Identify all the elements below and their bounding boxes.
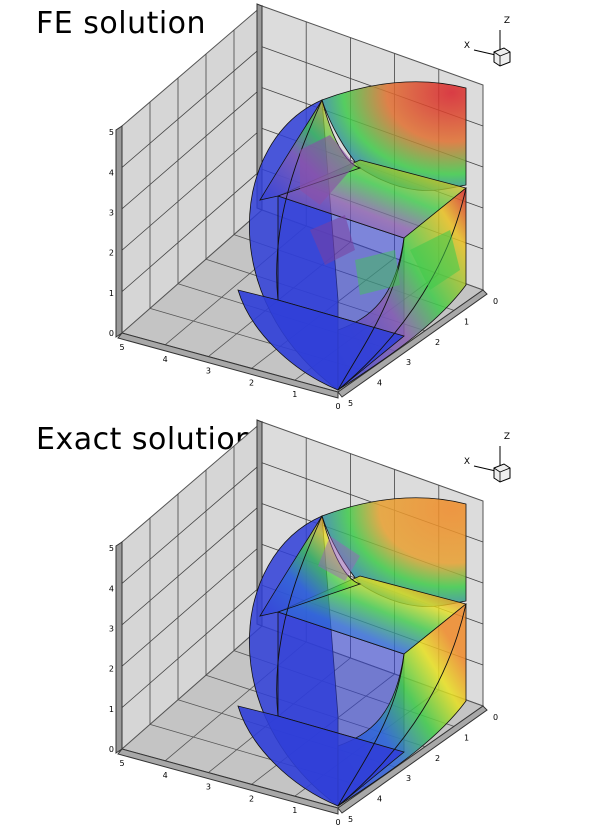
grid-line [121, 503, 263, 626]
meridian-arc [276, 99, 323, 301]
tick-label: 0 [335, 818, 340, 827]
triad-label: Z [504, 432, 510, 442]
tick-label: 3 [109, 209, 114, 218]
box-edge [115, 541, 123, 754]
tick-label: 1 [292, 390, 297, 399]
triad-cube-edge [499, 51, 511, 57]
tick-label: 5 [348, 815, 353, 824]
tick-label: 5 [109, 544, 114, 553]
box-edge [337, 705, 488, 814]
sphere-lower-face [237, 705, 405, 807]
tick-label: 0 [493, 297, 498, 306]
tick-label: 3 [406, 774, 411, 783]
tick-label: 3 [109, 625, 114, 634]
tick-label: 5 [109, 128, 114, 137]
grid-line [121, 128, 263, 251]
meridian-arc [337, 187, 467, 391]
meridian-arc [337, 603, 467, 807]
meridian-arc [276, 515, 323, 717]
tick-label: 4 [163, 355, 168, 364]
tick-label: 0 [109, 745, 114, 754]
tick-label: 4 [377, 795, 382, 804]
grid-line [121, 544, 263, 667]
triad-label: X [464, 41, 470, 51]
box-edge [117, 748, 339, 815]
solution-surface [237, 497, 467, 807]
grid-line [121, 46, 263, 168]
tick-label: 2 [249, 794, 254, 803]
tick-label: 1 [109, 705, 114, 714]
tick-label: 2 [109, 249, 114, 258]
tick-label: 1 [464, 317, 469, 326]
tick-label: 5 [348, 399, 353, 408]
meridian-arc [337, 653, 405, 807]
fe-patch [355, 250, 400, 295]
panel-title: Exact solution [36, 422, 255, 457]
tick-label: 1 [292, 806, 297, 815]
tick-label: 5 [119, 759, 124, 768]
fe-solution-panel: FE solution 5 4 [36, 3, 511, 411]
triad-label: X [464, 457, 470, 467]
solution-surface [237, 81, 467, 391]
orientation-triad: ZX [464, 16, 511, 67]
tick-label: 4 [109, 584, 114, 593]
tick-label: 4 [377, 379, 382, 388]
tick-label: 2 [109, 665, 114, 674]
box-edge [117, 332, 339, 399]
fe-patch [300, 135, 355, 205]
tick-label: 2 [435, 338, 440, 347]
sphere-lower-face [237, 289, 405, 391]
box-edge [115, 125, 123, 338]
exact-patch [318, 536, 360, 581]
tick-label: 1 [109, 289, 114, 298]
tick-label: 3 [206, 367, 211, 376]
grid-line [121, 168, 263, 292]
tick-label: 4 [163, 771, 168, 780]
fe-patch [410, 230, 460, 290]
tick-label: 5 [119, 343, 124, 352]
tick-label: 2 [435, 754, 440, 763]
triad-cube-edge [493, 467, 501, 473]
fe-patch [310, 215, 355, 265]
triad-cube [493, 463, 511, 483]
tick-label: 2 [249, 378, 254, 387]
triad-cube [493, 47, 511, 67]
triad-cube-edge [493, 51, 501, 57]
orientation-triad: ZX [464, 432, 511, 483]
panel-title: FE solution [36, 6, 207, 41]
triad-cube-edge [499, 467, 511, 473]
tick-label: 3 [206, 783, 211, 792]
tick-label: 4 [109, 168, 114, 177]
tick-label: 0 [493, 713, 498, 722]
grid-line [121, 87, 263, 210]
meridian-arc [337, 237, 405, 391]
tick-label: 1 [464, 733, 469, 742]
box-edge [337, 289, 488, 398]
tick-label: 0 [109, 329, 114, 338]
tick-label: 3 [406, 358, 411, 367]
tick-label: 0 [335, 402, 340, 411]
grid-line [121, 584, 263, 708]
grid-line [121, 462, 263, 584]
triad-label: Z [504, 16, 510, 26]
